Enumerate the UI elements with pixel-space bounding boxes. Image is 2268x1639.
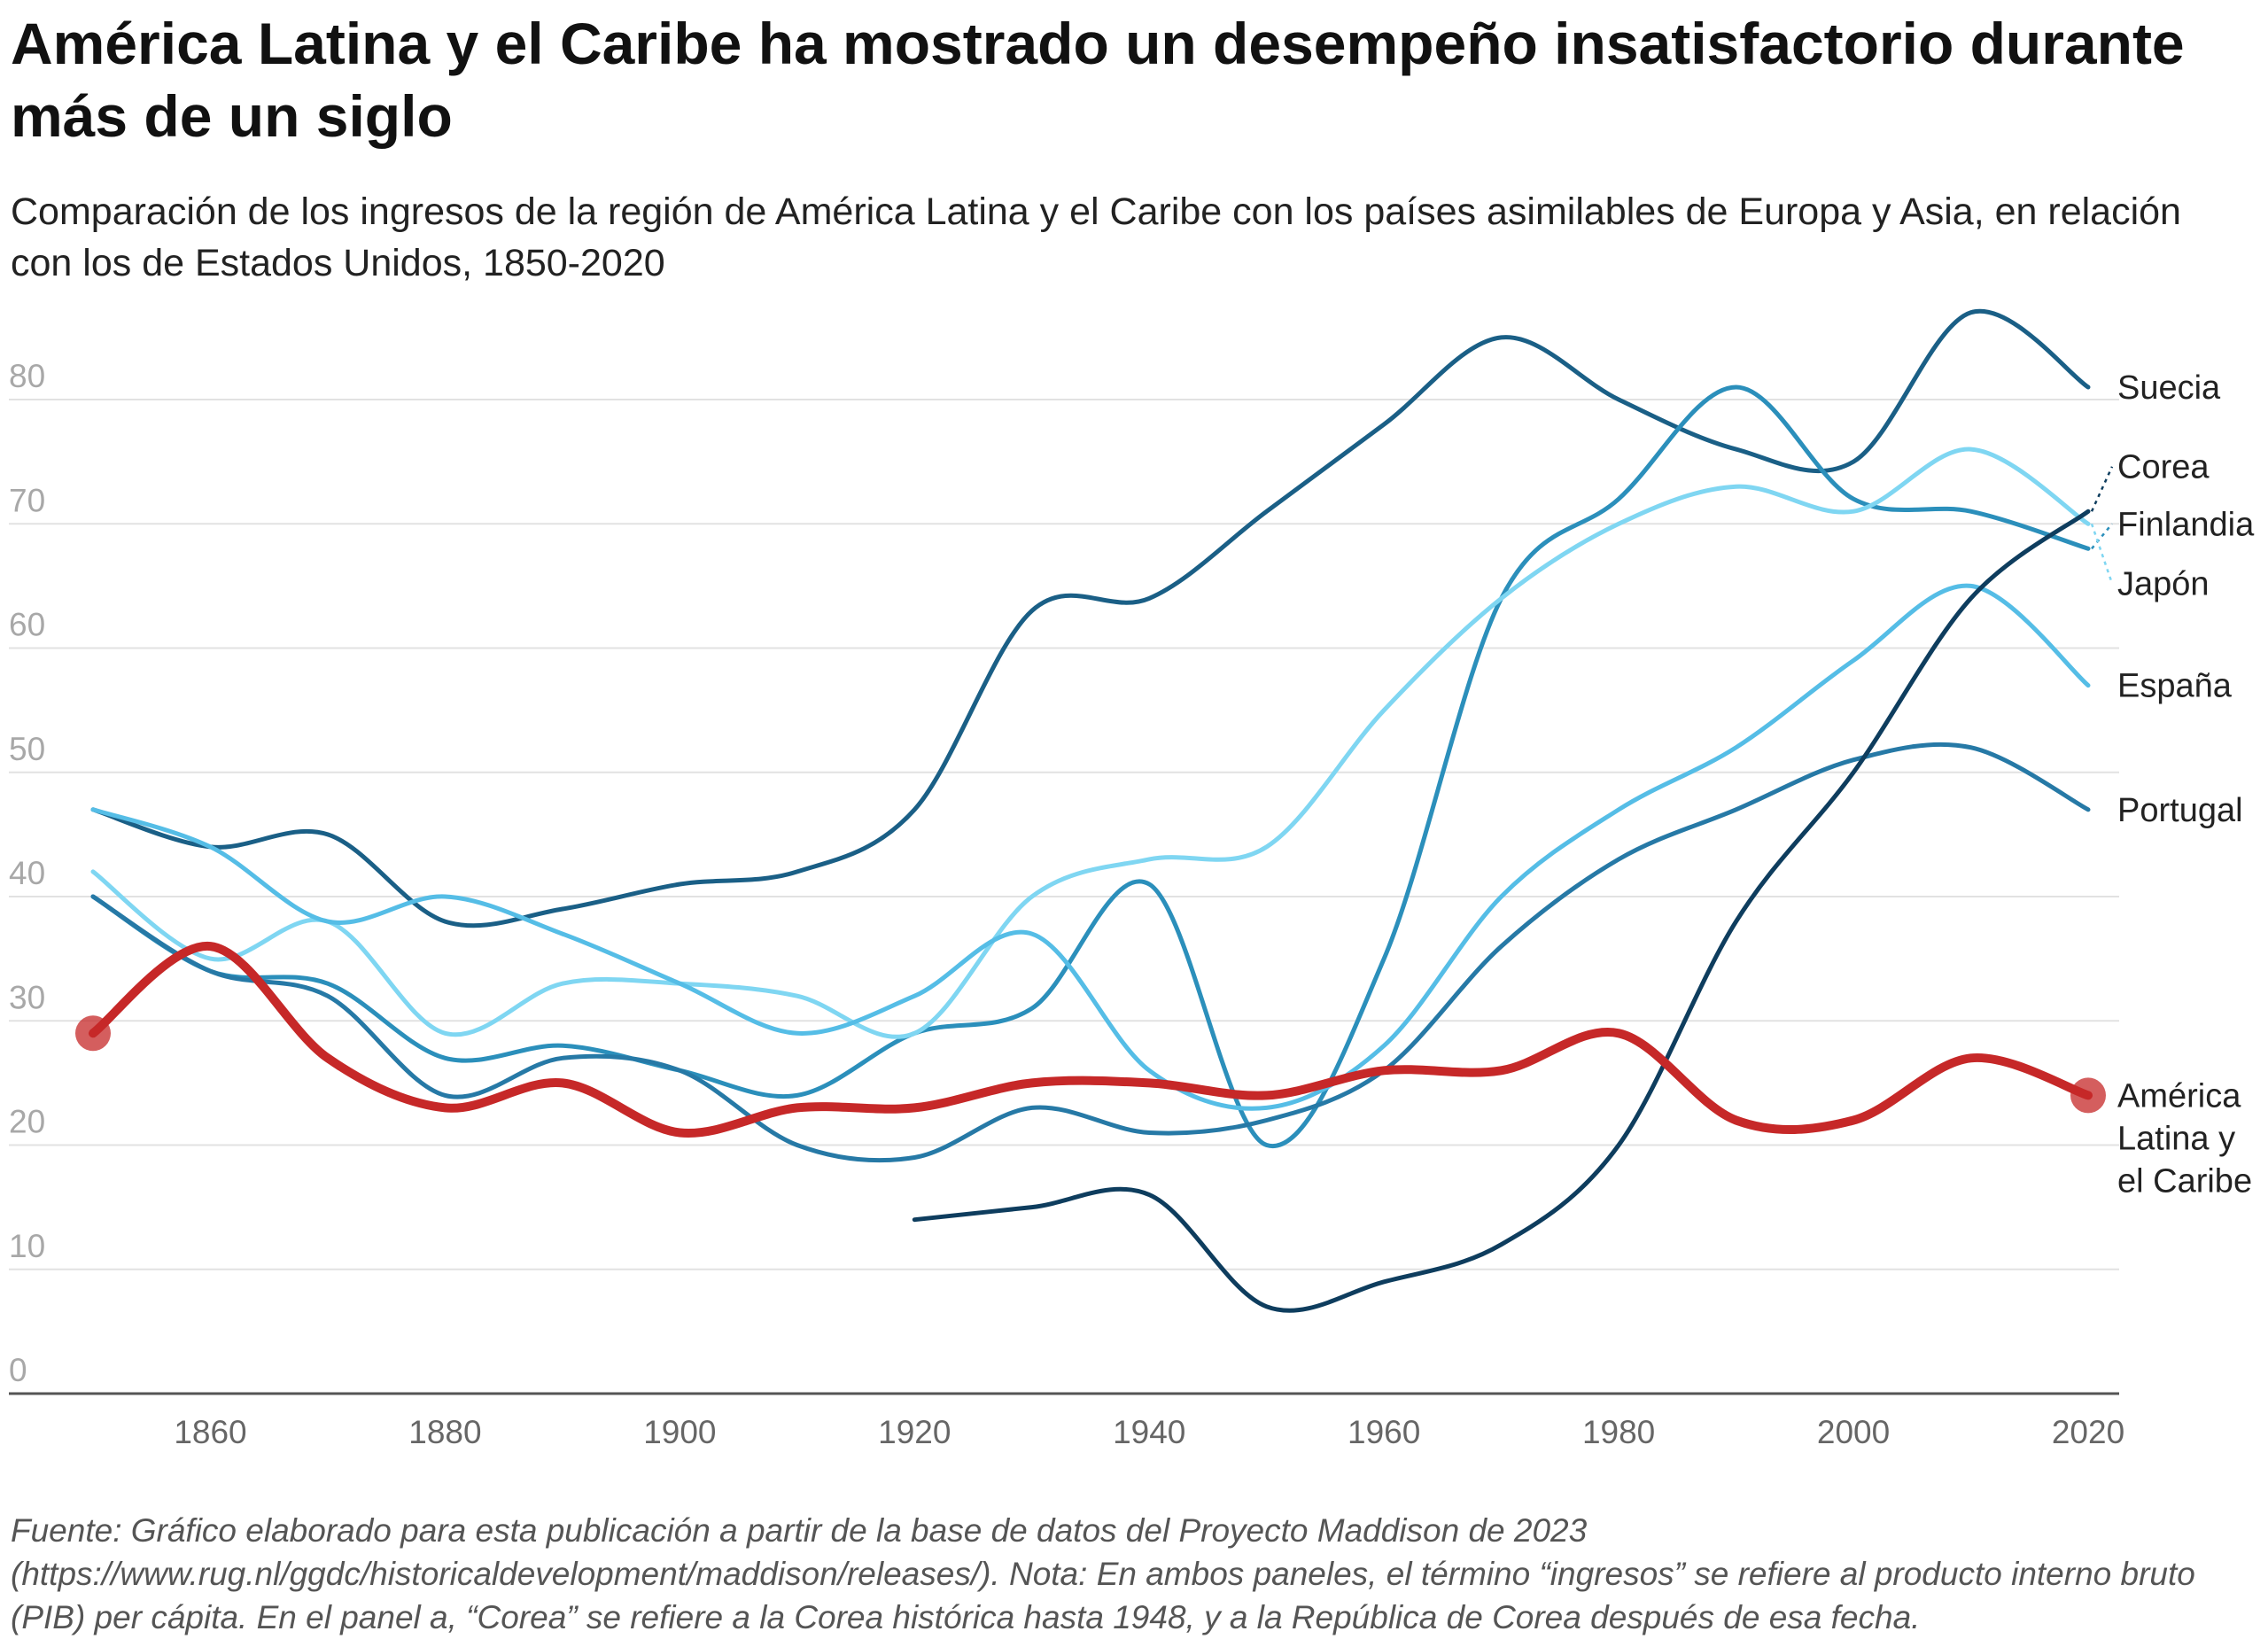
- x-axis-ticks: 1860 1880 1900 1920 1940 1960 1980 2000 2020: [174, 1414, 2124, 1450]
- y-tick-label: 20: [9, 1104, 45, 1140]
- label-leader-line: [2090, 466, 2114, 512]
- label-leader-line: [2090, 523, 2114, 584]
- x-tick-label: 1860: [174, 1414, 246, 1450]
- x-tick-label: 1960: [1348, 1414, 1420, 1450]
- lac-endpoint-marker: [75, 1015, 111, 1052]
- series-line-portugal: [90, 742, 2091, 1163]
- y-tick-label: 70: [9, 482, 45, 518]
- series-line-japon: [90, 447, 2091, 1039]
- chart-title: América Latina y el Caribe ha mostrado u…: [11, 11, 2185, 149]
- series-label-america-latina-y-el-caribe: América Latina y el Caribe: [2117, 1077, 2252, 1200]
- x-tick-label: 2020: [2052, 1414, 2124, 1450]
- series-label-portugal: Portugal: [2117, 792, 2243, 829]
- series-label-line: Finlandia: [2117, 506, 2255, 543]
- source-note: Fuente: Gráfico elaborado para esta publ…: [11, 1512, 2195, 1635]
- series-label-line: Corea: [2117, 449, 2210, 486]
- x-tick-label: 1920: [878, 1414, 951, 1450]
- y-tick-label: 0: [9, 1352, 27, 1388]
- y-axis-ticks: 0 10 20 30 40 50 60 70 80: [9, 358, 45, 1388]
- series-label-line: Japón: [2117, 566, 2210, 603]
- series-end-labels: Suecia Corea Finlandia Japón España Portugal A…: [2090, 369, 2255, 1200]
- x-tick-label: 1940: [1113, 1414, 1185, 1450]
- series-label-line: Suecia: [2117, 369, 2221, 407]
- gridlines: [9, 399, 2119, 1270]
- series-label-line: América: [2117, 1077, 2241, 1115]
- lac-endpoint-marker: [2070, 1077, 2106, 1114]
- y-tick-label: 10: [9, 1228, 45, 1264]
- chart-subtitle: Comparación de los ingresos de la región…: [11, 190, 2181, 284]
- series-label-japon: Japón: [2117, 566, 2210, 603]
- y-tick-label: 30: [9, 979, 45, 1015]
- y-tick-label: 60: [9, 607, 45, 643]
- series-lines: [75, 308, 2106, 1313]
- x-tick-label: 1900: [643, 1414, 716, 1450]
- y-tick-label: 80: [9, 358, 45, 394]
- label-leader-line: [2091, 523, 2113, 550]
- y-tick-label: 50: [9, 731, 45, 767]
- series-label-line: el Caribe: [2117, 1162, 2252, 1200]
- series-label-line: Portugal: [2117, 792, 2243, 829]
- series-line-espana: [90, 583, 2091, 1111]
- series-label-line: Latina y: [2117, 1120, 2235, 1157]
- series-label-line: España: [2117, 668, 2233, 705]
- series-line-corea: [912, 509, 2091, 1313]
- series-line-america-latina-y-el-caribe: [89, 942, 2093, 1138]
- series-label-corea: Corea: [2117, 449, 2210, 486]
- x-tick-label: 1980: [1582, 1414, 1655, 1450]
- x-tick-label: 2000: [1817, 1414, 1890, 1450]
- series-label-espana: España: [2117, 668, 2233, 705]
- series-label-suecia: Suecia: [2117, 369, 2221, 407]
- y-tick-label: 40: [9, 855, 45, 891]
- series-label-finlandia: Finlandia: [2117, 506, 2255, 543]
- x-tick-label: 1880: [408, 1414, 481, 1450]
- series-line-suecia: [90, 308, 2091, 928]
- series-line-finlandia: [90, 385, 2091, 1149]
